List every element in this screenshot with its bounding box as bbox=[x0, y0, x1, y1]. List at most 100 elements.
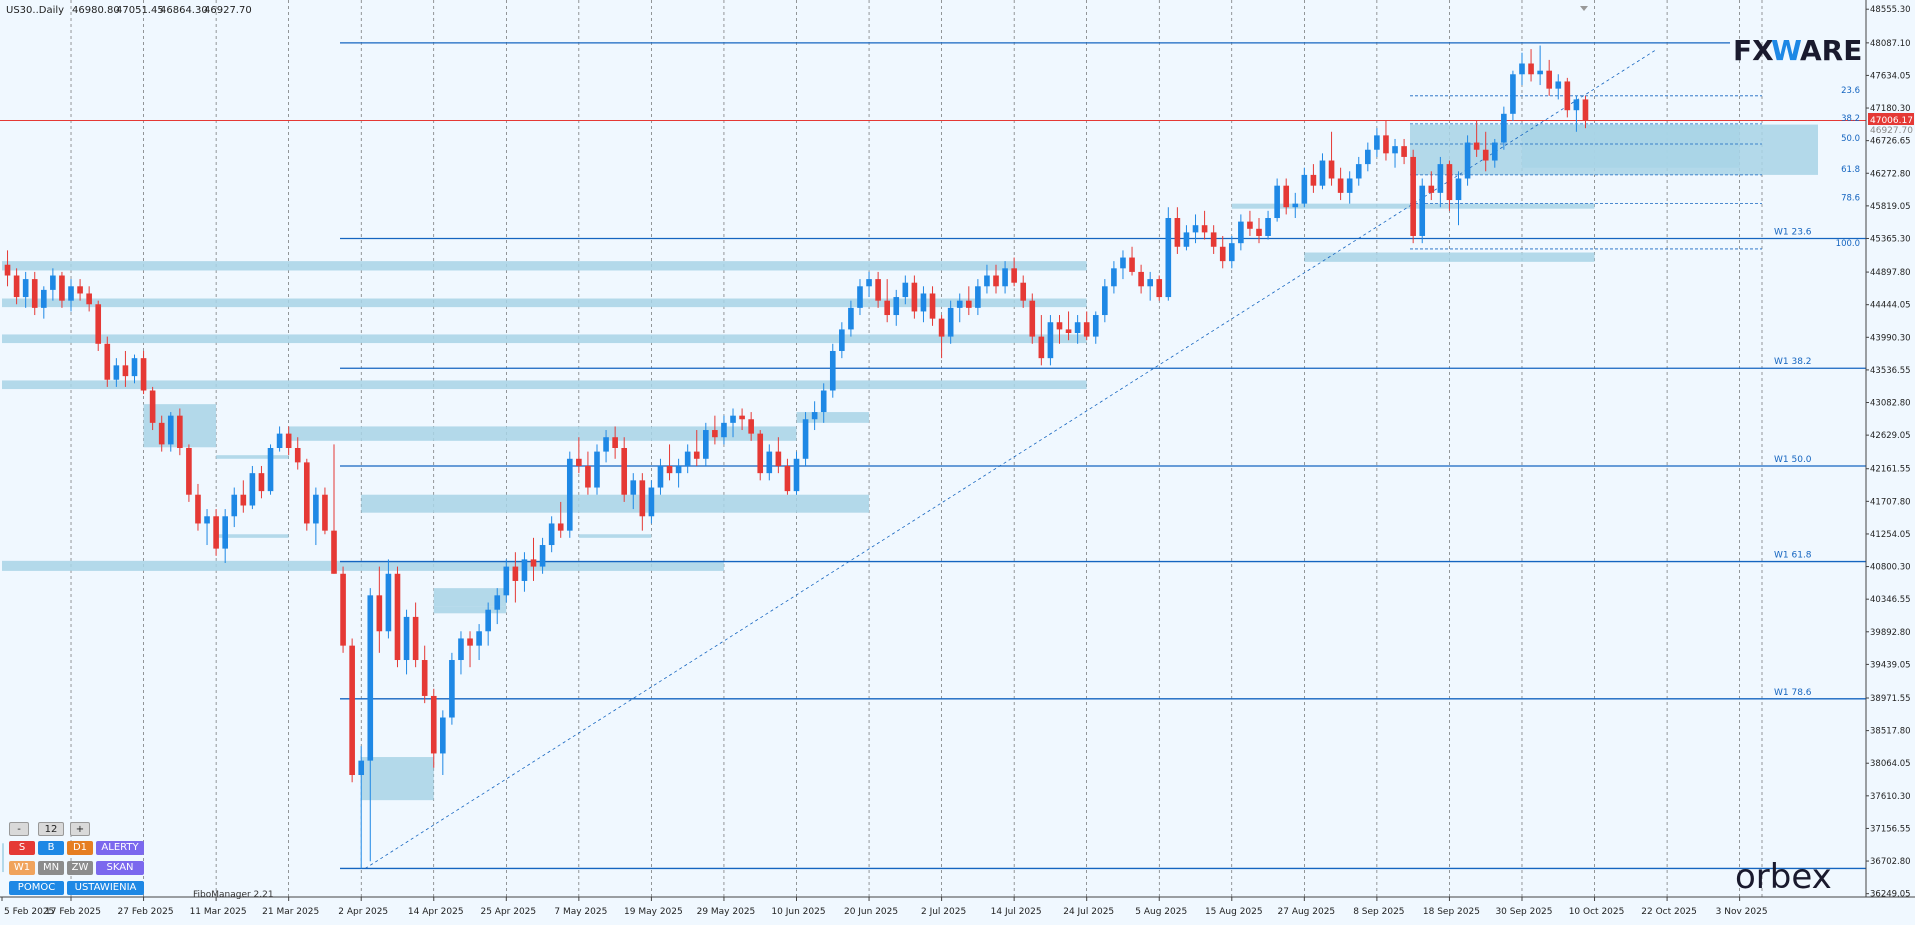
candle-bullish bbox=[276, 426, 283, 452]
candle-body bbox=[294, 448, 301, 463]
candle-bearish bbox=[430, 688, 437, 768]
candle-bullish bbox=[231, 487, 238, 528]
candle-body bbox=[866, 279, 872, 287]
timeframe-w1-button[interactable]: W1 bbox=[9, 861, 35, 875]
shift-marker-icon[interactable] bbox=[1580, 6, 1588, 11]
candle-bearish bbox=[712, 415, 718, 445]
candle-body bbox=[1473, 142, 1480, 150]
candle-body bbox=[1002, 268, 1008, 287]
price-axis-label: 45365.30 bbox=[1870, 234, 1911, 244]
candle-body bbox=[1537, 70, 1543, 75]
time-axis-label: 3 Nov 2025 bbox=[1716, 907, 1768, 917]
candle-body bbox=[385, 573, 392, 632]
timeframe-d1-button[interactable]: D1 bbox=[67, 841, 93, 855]
candle-bearish bbox=[1428, 171, 1435, 201]
candle-body bbox=[104, 343, 111, 380]
candle-body bbox=[1510, 74, 1516, 114]
candle-body bbox=[639, 480, 646, 517]
candle-body bbox=[712, 430, 718, 438]
fib-level-label: 38.2 bbox=[1841, 114, 1860, 124]
candle-bullish bbox=[893, 289, 900, 326]
candle-body bbox=[657, 465, 664, 488]
indicator-label: FiboManager 2.21 bbox=[193, 890, 274, 900]
candle-body bbox=[784, 465, 791, 492]
candle-body bbox=[1011, 268, 1017, 283]
candle-body bbox=[222, 516, 228, 549]
candle-bullish bbox=[1183, 225, 1190, 251]
candle-body bbox=[911, 282, 918, 312]
candle-bullish bbox=[1464, 135, 1471, 186]
candle-bullish bbox=[204, 509, 210, 546]
candle-body bbox=[739, 415, 745, 420]
candle-bullish bbox=[1192, 214, 1199, 244]
candle-bullish bbox=[1102, 279, 1108, 323]
candle-body bbox=[938, 318, 945, 337]
candle-bearish bbox=[1247, 210, 1253, 236]
candle-bullish bbox=[485, 602, 491, 646]
price-axis-label: 48555.30 bbox=[1870, 5, 1911, 15]
zw-button[interactable]: ZW bbox=[67, 861, 93, 875]
buy-button[interactable]: B bbox=[38, 841, 64, 855]
candle-bullish bbox=[675, 458, 682, 488]
weekly-level-label: W1 38.2 bbox=[1774, 357, 1812, 367]
candle-body bbox=[1564, 81, 1571, 111]
candle-body bbox=[675, 465, 682, 474]
candle-bullish bbox=[1437, 156, 1444, 208]
time-axis-label: 10 Jun 2025 bbox=[771, 907, 825, 917]
candle-bullish bbox=[249, 465, 256, 510]
sell-button[interactable]: S bbox=[9, 841, 35, 855]
candle-body bbox=[322, 494, 328, 531]
candle-bearish bbox=[693, 430, 700, 466]
candle-body bbox=[213, 516, 219, 549]
current-price-tag bbox=[1868, 113, 1914, 125]
time-axis-label: 30 Sep 2025 bbox=[1495, 907, 1552, 917]
time-axis-label: 15 Aug 2025 bbox=[1205, 907, 1263, 917]
decrement-button[interactable]: - bbox=[9, 822, 29, 836]
candle-body bbox=[630, 480, 637, 495]
candle-body bbox=[1056, 322, 1063, 330]
help-button[interactable]: POMOC bbox=[9, 881, 64, 895]
candle-body bbox=[920, 293, 927, 312]
candle-bullish bbox=[113, 358, 120, 387]
settings-button[interactable]: USTAWIENIA bbox=[67, 881, 144, 895]
candle-bearish bbox=[1020, 275, 1027, 308]
candle-bearish bbox=[1283, 178, 1290, 215]
candle-body bbox=[1328, 160, 1335, 179]
candle-body bbox=[1446, 164, 1453, 201]
scan-button[interactable]: SKAN bbox=[96, 861, 144, 875]
candle-body bbox=[167, 415, 174, 445]
timeframe-mn-button[interactable]: MN bbox=[38, 861, 64, 875]
candle-bearish bbox=[149, 386, 156, 431]
candle-body bbox=[956, 300, 963, 308]
candle-bullish bbox=[648, 480, 655, 524]
candle-bearish bbox=[340, 566, 346, 653]
orbex-logo: orbex bbox=[1735, 857, 1832, 897]
candle-body bbox=[195, 494, 201, 524]
candle-body bbox=[576, 458, 582, 466]
candle-bullish bbox=[1501, 106, 1507, 150]
candle-body bbox=[494, 595, 501, 610]
candle-body bbox=[1120, 257, 1126, 269]
candle-bearish bbox=[13, 268, 20, 305]
fxware-logo: FX W ARE bbox=[1733, 34, 1862, 67]
price-axis-label: 47180.30 bbox=[1870, 104, 1911, 114]
candle-body bbox=[458, 638, 464, 661]
candle-body bbox=[1383, 135, 1389, 154]
candle-body bbox=[1165, 218, 1172, 298]
price-axis-label: 43536.55 bbox=[1870, 366, 1911, 376]
candle-body bbox=[86, 293, 92, 305]
period-value-field[interactable]: 12 bbox=[38, 822, 64, 836]
fib-level-label: 78.6 bbox=[1841, 194, 1860, 204]
candle-bearish bbox=[784, 458, 791, 495]
candle-body bbox=[566, 458, 573, 531]
candle-body bbox=[430, 695, 437, 754]
candle-bearish bbox=[122, 350, 129, 387]
price-axis-label: 46726.65 bbox=[1870, 137, 1911, 147]
increment-button[interactable]: + bbox=[70, 822, 90, 836]
alerts-button[interactable]: ALERTY bbox=[96, 841, 144, 855]
candle-body bbox=[684, 451, 691, 466]
candle-bullish bbox=[1265, 210, 1271, 240]
candle-bullish bbox=[476, 624, 482, 661]
